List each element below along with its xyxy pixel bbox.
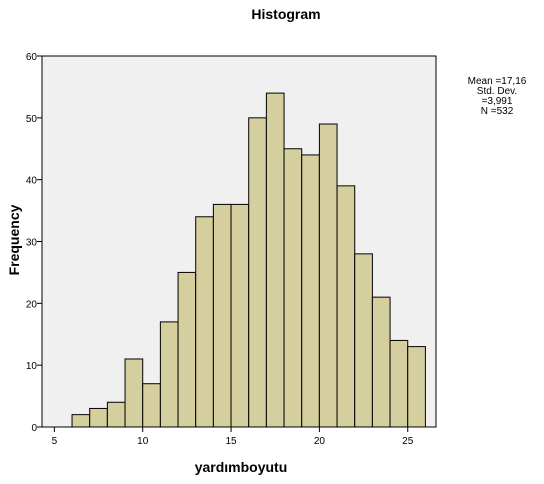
y-tick-label: 40: [26, 176, 38, 187]
histogram-bar: [124, 358, 144, 428]
x-tick-label: 25: [402, 436, 414, 447]
histogram-bar: [336, 185, 356, 428]
plot-area: 0 10 20 30 40 50 60 5 10 15 20 25: [26, 52, 437, 447]
histogram-bar: [159, 321, 179, 428]
histogram-bar: [354, 253, 373, 428]
histogram-bar: [195, 216, 214, 428]
x-tick-label: 5: [52, 436, 58, 447]
histogram-bar: [389, 339, 409, 428]
histogram-bar: [301, 154, 320, 428]
histogram-bar: [142, 383, 161, 428]
histogram-bar: [230, 203, 250, 428]
x-tick-label: 20: [314, 436, 326, 447]
histogram-bar: [283, 148, 303, 428]
y-tick-label: 0: [31, 423, 37, 434]
histogram-bar: [106, 401, 126, 428]
histogram-bar: [212, 203, 232, 428]
histogram-bar: [407, 346, 426, 428]
histogram-bar: [89, 407, 108, 428]
x-tick-label: 10: [137, 436, 149, 447]
y-axis-title: Frequency: [6, 204, 22, 275]
stat-std-dev: Std. Dev. =3,991: [476, 86, 518, 107]
stat-n: N =532: [480, 106, 514, 117]
histogram-bar: [318, 123, 338, 428]
y-tick-label: 10: [26, 361, 38, 372]
histogram-bar: [371, 296, 391, 428]
histogram-bar: [248, 117, 267, 428]
chart-title: Histogram: [251, 6, 320, 22]
statistics-legend: Mean =17,16 Std. Dev. =3,991 N =532: [462, 77, 532, 117]
y-tick-label: 30: [26, 238, 38, 249]
stat-mean: Mean =17,16: [467, 76, 527, 87]
histogram-bar: [71, 414, 91, 428]
histogram-bar: [177, 271, 197, 428]
x-axis-title: yardımboyutu: [195, 459, 288, 475]
y-tick-label: 20: [26, 299, 38, 310]
histogram-bar: [265, 92, 285, 428]
x-tick-label: 15: [225, 436, 237, 447]
y-tick-label: 50: [26, 114, 38, 125]
y-tick-label: 60: [26, 52, 38, 63]
